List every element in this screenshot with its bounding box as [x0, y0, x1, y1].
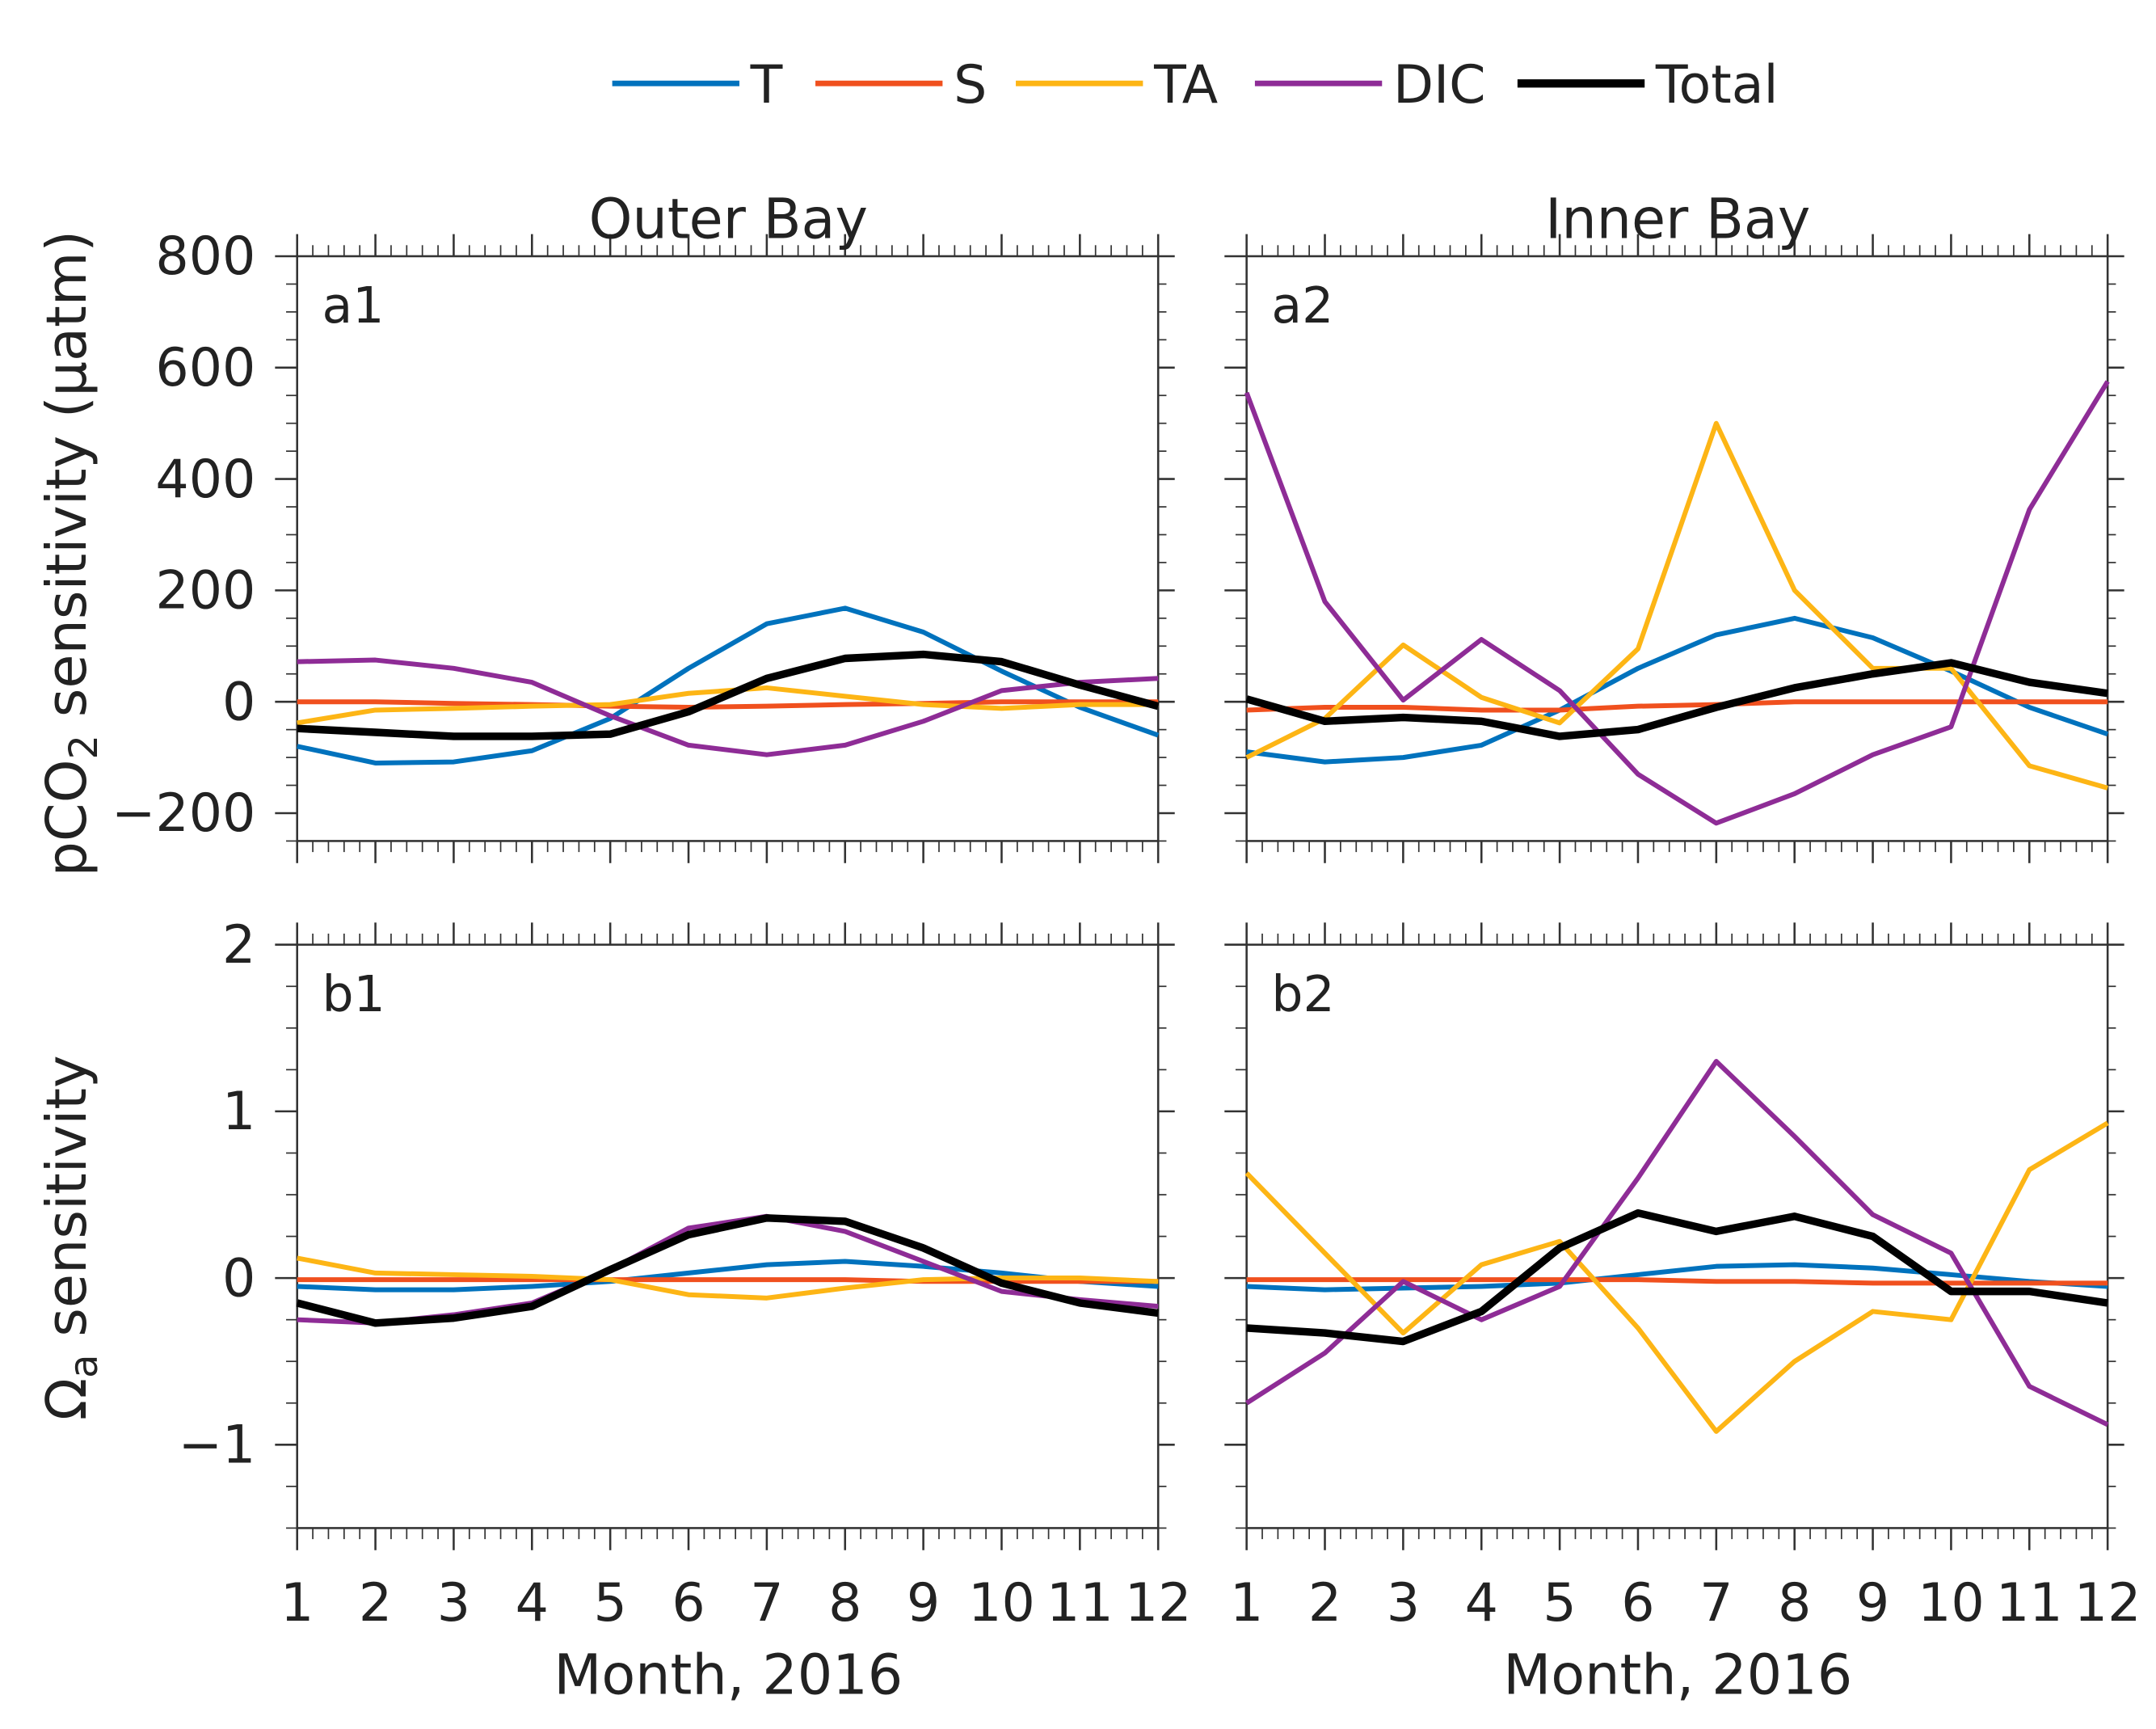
x-tick-label: 8	[828, 1573, 861, 1634]
series-line-dic	[1245, 1059, 2109, 1427]
series-line-t	[297, 1259, 1159, 1293]
ylabel-sub: 2	[62, 735, 107, 759]
legend: T S TA DIC Total	[612, 55, 1779, 116]
legend-item-dic: DIC	[1254, 55, 1486, 116]
x-tick-label: 12	[1125, 1573, 1192, 1634]
x-axis-label-inner: Month, 2016	[1503, 1644, 1852, 1708]
panel-label: b2	[1271, 965, 1334, 1023]
legend-item-ta: TA	[1016, 55, 1218, 116]
legend-label: T	[750, 55, 783, 116]
x-tick-label: 7	[1699, 1573, 1733, 1634]
series-line-total	[1245, 659, 2108, 740]
x-tick-label: 10	[968, 1573, 1035, 1634]
y-tick-label: −1	[179, 1415, 256, 1476]
series-line-t	[1246, 615, 2109, 765]
x-tick-label: 10	[1918, 1573, 1985, 1634]
x-tick-label: 3	[1387, 1573, 1420, 1634]
x-tick-label: 6	[672, 1573, 705, 1634]
x-tick-label: 1	[280, 1573, 314, 1634]
x-tick-label: 3	[437, 1573, 470, 1634]
y-tick-label: 400	[155, 449, 255, 510]
ylabel-rest: sensitivity (μatm)	[36, 230, 99, 735]
column-title-inner: Inner Bay	[1545, 188, 1810, 252]
x-tick-label: 4	[1465, 1573, 1498, 1634]
panel-frame	[296, 943, 1160, 1529]
series-line-s	[1246, 699, 2108, 713]
y-tick-label: 0	[222, 1248, 255, 1309]
legend-label: TA	[1153, 55, 1218, 116]
panel-frame	[296, 255, 1160, 842]
series-line-t	[297, 605, 1160, 765]
series-line-ta	[1245, 420, 2108, 791]
x-tick-label: 1	[1230, 1573, 1263, 1634]
x-tick-label: 7	[750, 1573, 783, 1634]
ylabel-main: pCO	[36, 759, 99, 876]
series-line-total	[296, 1214, 1159, 1327]
x-tick-label: 11	[1996, 1573, 2063, 1634]
x-tick-label: 9	[1856, 1573, 1889, 1634]
series-line-total	[1246, 1208, 2108, 1346]
y-tick-label: 800	[155, 226, 255, 287]
x-tick-label: 6	[1621, 1573, 1654, 1634]
x-tick-label: 5	[1543, 1573, 1576, 1634]
y-axis-label-omega: Ωa sensitivity	[36, 1055, 107, 1420]
x-tick-label: 2	[1308, 1573, 1341, 1634]
ylabel-main: Ω	[36, 1378, 99, 1420]
ylabel-sub: a	[62, 1355, 107, 1378]
x-tick-label: 2	[359, 1573, 392, 1634]
x-tick-label: 11	[1046, 1573, 1114, 1634]
series-line-s	[297, 699, 1159, 711]
y-tick-label: 2	[222, 915, 255, 976]
x-tick-label: 4	[516, 1573, 549, 1634]
legend-item-total: Total	[1517, 55, 1779, 116]
legend-label: S	[954, 55, 987, 116]
legend-item-s: S	[815, 55, 987, 116]
series-line-s	[1246, 1277, 2108, 1286]
y-tick-label: 1	[222, 1082, 255, 1142]
series-line-ta	[297, 685, 1159, 726]
panel-label: b1	[322, 965, 385, 1023]
panel-frame	[1245, 943, 2109, 1529]
y-tick-label: 200	[155, 561, 255, 622]
series-line-dic	[1244, 380, 2110, 826]
y-tick-label: 600	[155, 338, 255, 399]
panel-frame	[1245, 255, 2109, 842]
series-line-total	[297, 650, 1160, 740]
x-tick-label: 8	[1778, 1573, 1811, 1634]
x-tick-label: 5	[593, 1573, 626, 1634]
series-line-dic	[297, 657, 1159, 757]
x-tick-label: 9	[907, 1573, 940, 1634]
y-axis-label-pco2: pCO2 sensitivity (μatm)	[36, 230, 107, 877]
legend-label: Total	[1655, 55, 1779, 116]
y-tick-label: −200	[112, 783, 255, 844]
series-line-ta	[297, 1255, 1159, 1301]
panel-label: a1	[322, 276, 384, 335]
ylabel-rest: sensitivity	[36, 1055, 99, 1354]
panel-a1: −200 0 200 400 600 800 a1	[112, 226, 1175, 863]
x-axis-label-outer: Month, 2016	[554, 1644, 903, 1708]
panel-label: a2	[1271, 276, 1333, 335]
series-line-s	[297, 1277, 1159, 1284]
legend-item-t: T	[612, 55, 783, 116]
panel-a2: a2	[1224, 234, 2124, 863]
x-tick-label: 12	[2074, 1573, 2141, 1634]
y-tick-label: 0	[222, 672, 255, 732]
legend-label: DIC	[1393, 55, 1486, 116]
column-title-outer: Outer Bay	[589, 188, 868, 252]
